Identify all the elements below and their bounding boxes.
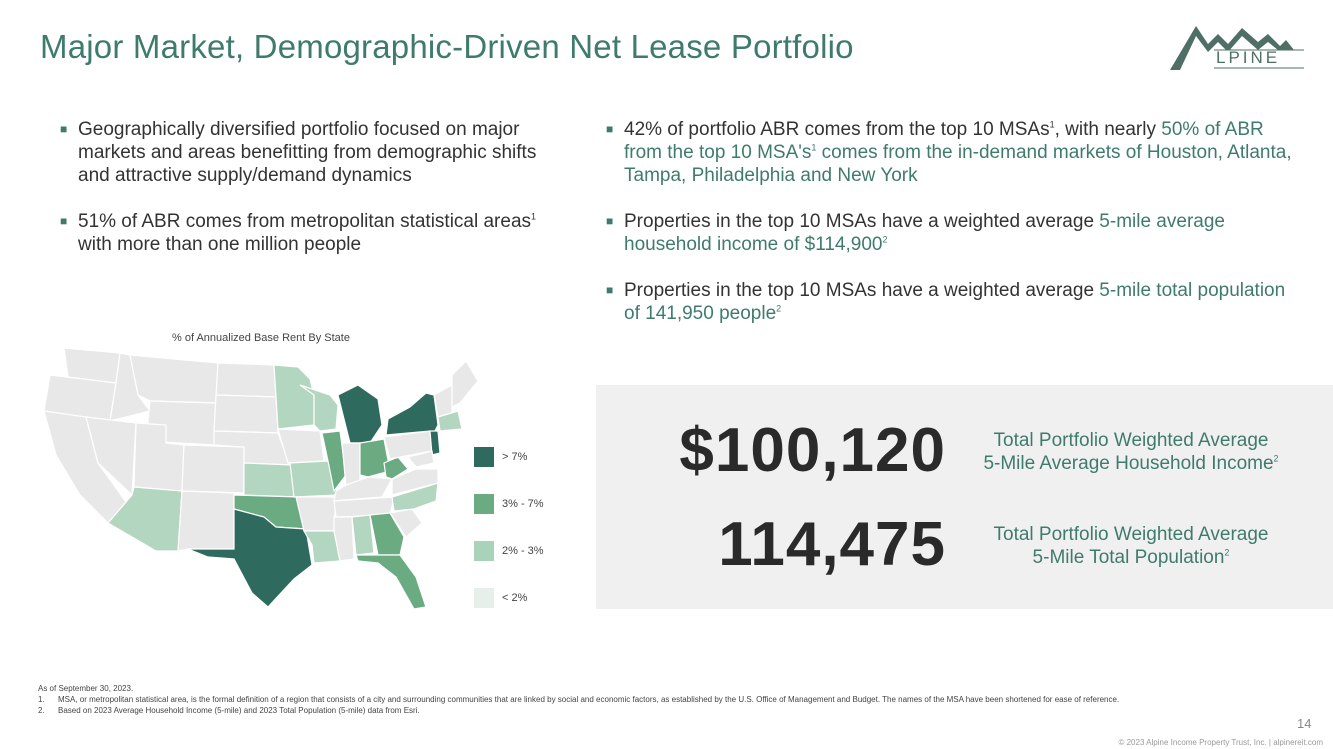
legend-item: 3% - 7% (474, 494, 544, 514)
legend-swatch (474, 447, 494, 467)
square-bullet-icon: ■ (606, 283, 614, 297)
footnote-as-of: As of September 30, 2023. (38, 684, 134, 693)
legend-swatch (474, 494, 494, 514)
square-bullet-icon: ■ (606, 122, 614, 136)
page-number: 14 (1297, 716, 1312, 731)
state-wi (299, 384, 339, 432)
logo-wordmark: LPINE (1216, 48, 1281, 67)
bullet-item: ■ 42% of portfolio ABR comes from the to… (606, 119, 1292, 186)
footnote-item: 2. Based on 2023 Average Household Incom… (38, 706, 420, 715)
state-ma-ct-ri (437, 410, 463, 432)
left-bullet-list: ■ Geographically diversified portfolio f… (60, 118, 570, 279)
bullet-item: ■ Properties in the top 10 MSAs have a w… (606, 211, 1225, 255)
state-oh (359, 438, 391, 478)
footnotes: As of September 30, 2023. 1. MSA, or met… (38, 683, 1278, 716)
map-title: % of Annualized Base Rent By State (172, 332, 350, 344)
square-bullet-icon: ■ (606, 214, 614, 228)
legend-swatch (474, 588, 494, 608)
state-ny (385, 392, 439, 439)
state-mt (129, 354, 219, 404)
legend-item: < 2% (474, 588, 544, 608)
footnote-item: 1. MSA, or metropolitan statistical area… (38, 695, 1120, 704)
legend-item: 2% - 3% (474, 541, 544, 561)
us-state-map (43, 347, 478, 610)
state-mn (273, 364, 315, 430)
legend-item: > 7% (474, 447, 544, 467)
state-va (391, 468, 439, 496)
bullet-item: ■ Geographically diversified portfolio f… (60, 119, 537, 186)
state-co (181, 444, 245, 494)
state-la (302, 530, 341, 564)
bullet-item: ■ 51% of ABR comes from metropolitan sta… (60, 211, 537, 255)
stat-population-label: Total Portfolio Weighted Average 5-Mile … (993, 524, 1269, 568)
state-nj (429, 430, 441, 456)
state-me (451, 360, 478, 408)
bullet-item: ■ Properties in the top 10 MSAs have a w… (606, 280, 1286, 324)
page-title: Major Market, Demographic-Driven Net Lea… (40, 28, 854, 65)
state-nd (215, 362, 277, 398)
state-de-md (406, 450, 435, 468)
state-ks (243, 462, 295, 498)
state-tx (187, 508, 313, 608)
state-ga (369, 512, 405, 556)
map-legend: > 7% 3% - 7% 2% - 3% < 2% (474, 447, 544, 635)
right-bullet-list: ■ 42% of portfolio ABR comes from the to… (606, 118, 1306, 348)
state-vt-nh (433, 383, 453, 418)
alpine-logo: LPINE (1168, 20, 1308, 76)
legend-swatch (474, 541, 494, 561)
stat-population-value: 114,475 (718, 510, 946, 579)
state-il (321, 430, 347, 493)
state-sd (213, 394, 279, 434)
square-bullet-icon: ■ (60, 122, 68, 136)
state-fl (355, 554, 427, 610)
state-nm (177, 490, 235, 552)
copyright-text: © 2023 Alpine Income Property Trust, Inc… (1118, 738, 1323, 747)
square-bullet-icon: ■ (60, 214, 68, 228)
state-al (351, 514, 375, 556)
stat-income-label: Total Portfolio Weighted Average 5-Mile … (983, 430, 1279, 474)
state-mi (337, 384, 383, 444)
mountain-logo-icon (1170, 26, 1304, 70)
stat-income-value: $100,120 (679, 416, 946, 485)
state-ms (333, 516, 355, 562)
stats-panel: $100,120 Total Portfolio Weighted Averag… (596, 385, 1333, 609)
